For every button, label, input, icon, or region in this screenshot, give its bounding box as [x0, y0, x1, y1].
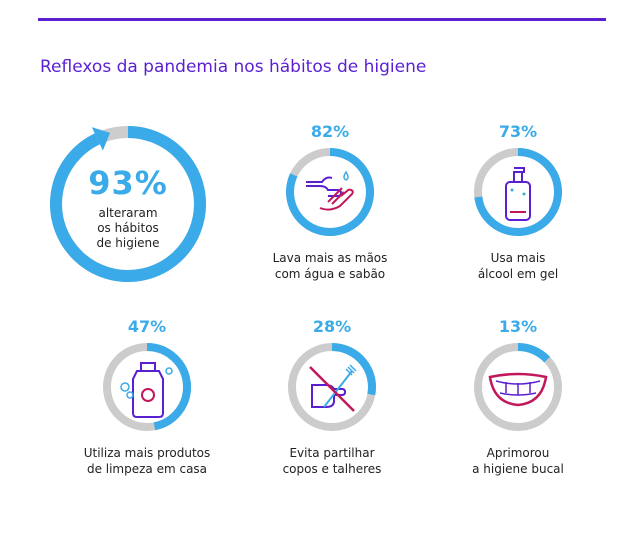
stat-ring — [286, 148, 374, 236]
stat-label-line: de limpeza em casa — [86, 462, 208, 476]
stat-percent: 73% — [498, 122, 538, 141]
smile-teeth-icon — [488, 372, 548, 407]
stat-label-line: Aprimorou — [486, 446, 550, 460]
stat-ring-arc — [146, 343, 191, 431]
top-rule — [38, 18, 606, 21]
cleaning-bottle-icon — [120, 362, 173, 418]
stat-label-line: Evita partilhar — [289, 446, 375, 460]
stat-label-line: álcool em gel — [477, 267, 559, 281]
stat-label-line: Usa mais — [490, 251, 546, 265]
stat-ring-arc — [331, 343, 376, 396]
stat-ring-arc — [474, 148, 562, 236]
hero-ring-arc — [50, 126, 206, 282]
stat-ring-arc — [517, 343, 551, 363]
hero-ring — [50, 126, 206, 282]
hero-caption: alteraram os hábitos de higiene — [46, 206, 210, 251]
stat-label: Evita partilhar copos e talheres — [242, 445, 422, 477]
stat-percent: 47% — [127, 317, 167, 336]
stat-label: Lava mais as mãos com água e sabão — [240, 250, 420, 282]
stat-ring — [103, 343, 191, 431]
hero-caption-line: alteraram — [98, 206, 158, 220]
stat-label: Usa mais álcool em gel — [428, 250, 608, 282]
stat-ring — [474, 343, 562, 431]
sanitizer-bottle-icon — [505, 167, 531, 221]
no-cutlery-icon — [309, 364, 357, 412]
stat-label: Utiliza mais produtos de limpeza em casa — [57, 445, 237, 477]
hero-caption-line: os hábitos — [97, 221, 159, 235]
hero-arrow-head — [91, 127, 111, 151]
stat-label: Aprimorou a higiene bucal — [428, 445, 608, 477]
stat-label-line: Lava mais as mãos — [272, 251, 388, 265]
hero-stat: 93% alteraram os hábitos de higiene — [46, 122, 210, 286]
stat-ring-arc — [286, 148, 374, 236]
page-title: Reflexos da pandemia nos hábitos de higi… — [40, 57, 427, 78]
stat-label-line: copos e talheres — [282, 462, 382, 476]
stat-label-line: com água e sabão — [274, 267, 386, 281]
hands-washing-icon — [306, 170, 354, 211]
stat-percent: 13% — [498, 317, 538, 336]
stat-ring — [288, 343, 376, 431]
stat-label-line: a higiene bucal — [472, 462, 564, 476]
stat-percent: 28% — [312, 317, 352, 336]
hero-percent: 93% — [88, 164, 168, 202]
stat-percent: 82% — [310, 122, 350, 141]
stat-label-line: Utiliza mais produtos — [83, 446, 211, 460]
stat-ring — [474, 148, 562, 236]
hero-caption-line: de higiene — [96, 236, 160, 250]
